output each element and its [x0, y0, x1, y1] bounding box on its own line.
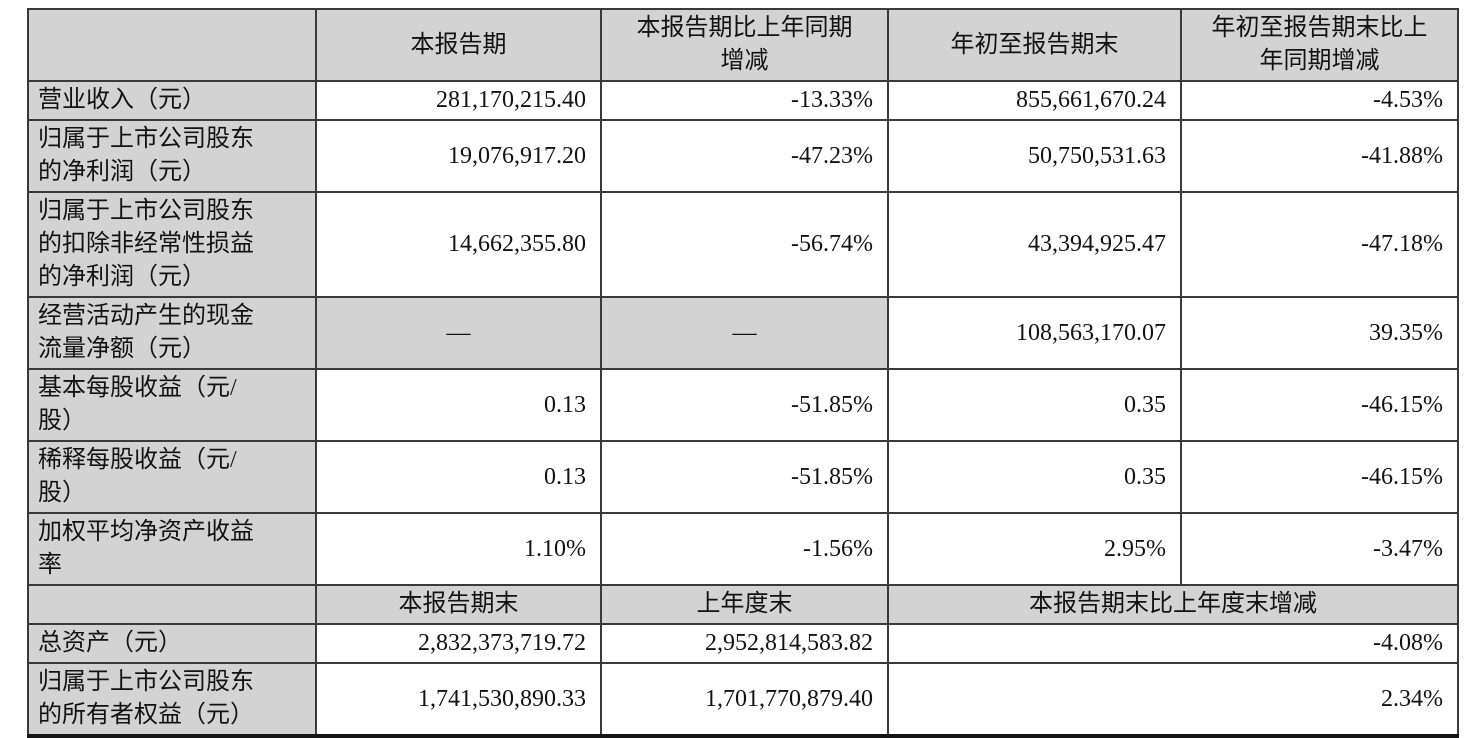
value-cell: 0.13	[315, 368, 602, 442]
row-label-cell: 总资产（元）	[27, 623, 317, 664]
value-cell: -4.08%	[887, 623, 1459, 664]
header-row: 本报告期末 上年度末 本报告期末比上年度末增减	[27, 584, 1459, 625]
row-label-cell: 归属于上市公司股东 的净利润（元）	[27, 119, 317, 193]
value-cell: —	[315, 296, 602, 370]
value-cell: -47.23%	[600, 119, 889, 193]
table-row: 归属于上市公司股东 的扣除非经常性损益 的净利润（元） 14,662,355.80…	[27, 191, 1459, 298]
value-cell: 281,170,215.40	[315, 80, 602, 121]
header-cell: 年初至报告期末比上 年同期增减	[1180, 8, 1459, 82]
value-cell: 2,952,814,583.82	[600, 623, 889, 664]
header-cell: 本报告期末比上年度末增减	[887, 584, 1459, 625]
row-label-cell: 经营活动产生的现金 流量净额（元）	[27, 296, 317, 370]
value-cell: -41.88%	[1180, 119, 1459, 193]
table-row: 营业收入（元） 281,170,215.40 -13.33% 855,661,670.…	[27, 80, 1459, 121]
header-cell: 本报告期末	[315, 584, 602, 625]
header-cell: 年初至报告期末	[887, 8, 1182, 82]
value-cell: 0.35	[887, 368, 1182, 442]
row-label-cell: 归属于上市公司股东 的所有者权益（元）	[27, 662, 317, 737]
table-row: 归属于上市公司股东 的所有者权益（元） 1,741,530,890.33 1,701…	[27, 662, 1459, 737]
header-cell	[27, 584, 317, 625]
financial-summary-table: 本报告期 本报告期比上年同期 增减 年初至报告期末 年初至报告期末比上 年同期增减 营业…	[27, 8, 1459, 738]
header-cell: 本报告期比上年同期 增减	[600, 8, 889, 82]
table-row: 归属于上市公司股东 的净利润（元） 19,076,917.20 -47.23% 50,…	[27, 119, 1459, 193]
row-label-cell: 基本每股收益（元/ 股）	[27, 368, 317, 442]
value-cell: -51.85%	[600, 368, 889, 442]
value-cell: -46.15%	[1180, 368, 1459, 442]
value-cell: 1,701,770,879.40	[600, 662, 889, 737]
table-row: 经营活动产生的现金 流量净额（元） — —108,563,170.07 39.35%	[27, 296, 1459, 370]
value-cell: 0.13	[315, 440, 602, 514]
value-cell: 1,741,530,890.33	[315, 662, 602, 737]
value-cell: -13.33%	[600, 80, 889, 121]
value-cell: 2,832,373,719.72	[315, 623, 602, 664]
header-cell	[27, 8, 317, 82]
value-cell: -51.85%	[600, 440, 889, 514]
row-label-cell: 归属于上市公司股东 的扣除非经常性损益 的净利润（元）	[27, 191, 317, 298]
value-cell: 1.10%	[315, 512, 602, 586]
table-row: 总资产（元） 2,832,373,719.72 2,952,814,583.82 -4…	[27, 623, 1459, 664]
value-cell: —	[600, 296, 889, 370]
value-cell: -1.56%	[600, 512, 889, 586]
value-cell: 14,662,355.80	[315, 191, 602, 298]
value-cell: -46.15%	[1180, 440, 1459, 514]
value-cell: 855,661,670.24	[887, 80, 1182, 121]
value-cell: 108,563,170.07	[887, 296, 1182, 370]
value-cell: 19,076,917.20	[315, 119, 602, 193]
financial-summary-table-container: 本报告期 本报告期比上年同期 增减 年初至报告期末 年初至报告期末比上 年同期增减 营业…	[27, 8, 1459, 738]
row-label-cell: 加权平均净资产收益 率	[27, 512, 317, 586]
table-row: 加权平均净资产收益 率 1.10% -1.56% 2.95% -3.47%	[27, 512, 1459, 586]
table-row: 稀释每股收益（元/ 股） 0.13 -51.85% 0.35 -46.15%	[27, 440, 1459, 514]
value-cell: -3.47%	[1180, 512, 1459, 586]
value-cell: 2.34%	[887, 662, 1459, 737]
value-cell: 2.95%	[887, 512, 1182, 586]
value-cell: 50,750,531.63	[887, 119, 1182, 193]
table-row: 基本每股收益（元/ 股） 0.13 -51.85% 0.35 -46.15%	[27, 368, 1459, 442]
value-cell: 39.35%	[1180, 296, 1459, 370]
value-cell: 43,394,925.47	[887, 191, 1182, 298]
value-cell: -4.53%	[1180, 80, 1459, 121]
value-cell: -56.74%	[600, 191, 889, 298]
header-row: 本报告期 本报告期比上年同期 增减 年初至报告期末 年初至报告期末比上 年同期增减	[27, 8, 1459, 82]
header-cell: 上年度末	[600, 584, 889, 625]
value-cell: 0.35	[887, 440, 1182, 514]
row-label-cell: 稀释每股收益（元/ 股）	[27, 440, 317, 514]
value-cell: -47.18%	[1180, 191, 1459, 298]
header-cell: 本报告期	[315, 8, 602, 82]
row-label-cell: 营业收入（元）	[27, 80, 317, 121]
